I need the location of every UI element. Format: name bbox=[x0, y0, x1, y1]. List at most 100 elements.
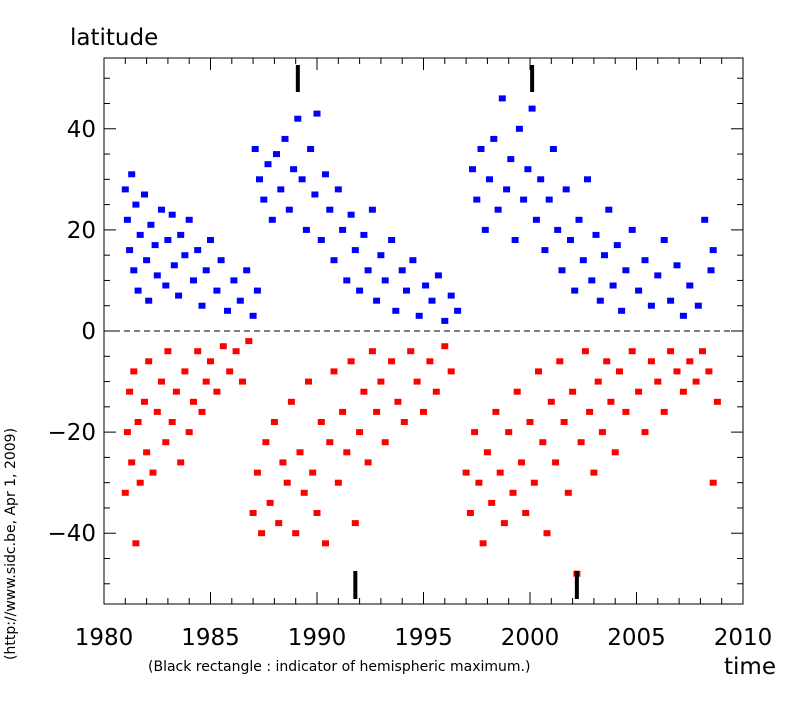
data-point-south-72 bbox=[441, 343, 449, 350]
data-point-south-37 bbox=[270, 419, 278, 425]
data-point-south-106 bbox=[598, 429, 606, 436]
data-point-north-43 bbox=[281, 135, 289, 142]
data-point-south-65 bbox=[394, 398, 402, 405]
data-point-south-16 bbox=[168, 419, 176, 425]
data-point-north-42 bbox=[277, 186, 285, 193]
data-point-south-41 bbox=[287, 398, 295, 405]
data-point-south-2 bbox=[126, 388, 134, 395]
data-point-south-95 bbox=[552, 459, 560, 466]
data-point-north-65 bbox=[373, 297, 381, 304]
data-point-north-53 bbox=[322, 171, 329, 178]
data-point-south-117 bbox=[660, 408, 668, 415]
data-point-south-57 bbox=[356, 429, 364, 436]
data-point-north-19 bbox=[175, 292, 183, 299]
data-point-north-76 bbox=[434, 272, 442, 279]
y-tick-label: 40 bbox=[67, 117, 96, 143]
data-point-north-45 bbox=[290, 166, 298, 173]
data-point-north-115 bbox=[618, 307, 626, 314]
data-point-north-89 bbox=[507, 156, 515, 163]
data-point-south-27 bbox=[219, 343, 227, 350]
x-tick-label: 2010 bbox=[714, 625, 773, 651]
data-point-north-1 bbox=[123, 216, 131, 223]
data-point-north-57 bbox=[339, 226, 347, 233]
data-point-north-125 bbox=[679, 312, 687, 319]
data-point-north-54 bbox=[326, 206, 334, 213]
data-point-south-104 bbox=[590, 469, 598, 476]
data-point-south-43 bbox=[296, 449, 304, 456]
data-point-south-118 bbox=[667, 348, 675, 355]
data-point-north-11 bbox=[147, 221, 155, 228]
y-axis: −40 −20 0 20 40 bbox=[47, 77, 743, 585]
x-tick-label: 1995 bbox=[394, 625, 453, 651]
data-point-north-41 bbox=[273, 151, 280, 158]
data-point-north-18 bbox=[170, 262, 178, 269]
data-point-south-50 bbox=[326, 439, 334, 446]
data-point-north-68 bbox=[388, 237, 396, 243]
data-point-north-127 bbox=[694, 302, 702, 309]
data-point-south-122 bbox=[692, 378, 700, 385]
data-point-south-20 bbox=[185, 429, 193, 436]
y-tick-label: 0 bbox=[81, 319, 96, 345]
data-point-north-85 bbox=[490, 135, 498, 142]
data-point-north-109 bbox=[592, 231, 600, 238]
data-point-north-6 bbox=[134, 287, 142, 294]
data-point-south-108 bbox=[607, 398, 615, 405]
data-point-north-124 bbox=[673, 262, 681, 269]
data-point-south-114 bbox=[641, 429, 649, 436]
data-point-north-75 bbox=[428, 297, 436, 304]
data-point-north-29 bbox=[217, 257, 225, 264]
data-point-north-35 bbox=[253, 287, 261, 294]
data-point-south-126 bbox=[713, 398, 721, 405]
data-point-south-5 bbox=[132, 540, 140, 547]
data-point-south-112 bbox=[628, 348, 636, 355]
data-point-south-83 bbox=[500, 520, 508, 527]
data-point-north-2 bbox=[126, 247, 134, 254]
data-point-south-113 bbox=[635, 388, 643, 395]
data-point-south-120 bbox=[679, 388, 687, 395]
data-point-north-121 bbox=[654, 272, 662, 279]
data-point-north-80 bbox=[469, 166, 476, 173]
data-point-north-126 bbox=[686, 282, 694, 289]
data-point-north-102 bbox=[562, 186, 570, 193]
data-point-south-67 bbox=[407, 348, 415, 355]
data-point-south-25 bbox=[207, 358, 214, 365]
data-point-south-40 bbox=[283, 479, 291, 486]
x-tick-label: 1985 bbox=[181, 625, 240, 651]
data-point-north-0 bbox=[121, 186, 129, 193]
data-point-north-24 bbox=[194, 247, 202, 254]
data-point-north-87 bbox=[498, 95, 506, 102]
data-point-north-33 bbox=[243, 267, 251, 274]
data-point-north-50 bbox=[311, 191, 319, 198]
data-point-north-71 bbox=[403, 287, 410, 294]
data-point-south-86 bbox=[513, 388, 521, 395]
data-point-north-21 bbox=[181, 252, 189, 259]
data-point-north-103 bbox=[567, 237, 574, 243]
data-point-north-67 bbox=[381, 277, 389, 284]
data-point-south-96 bbox=[556, 358, 564, 365]
data-point-north-28 bbox=[213, 287, 221, 294]
data-point-north-105 bbox=[575, 216, 583, 223]
data-point-south-9 bbox=[143, 449, 151, 456]
data-point-north-108 bbox=[588, 277, 596, 284]
data-point-south-92 bbox=[539, 439, 547, 446]
data-point-south-68 bbox=[413, 378, 421, 385]
data-point-north-72 bbox=[409, 257, 417, 264]
data-point-north-111 bbox=[601, 252, 608, 259]
data-point-south-11 bbox=[149, 469, 157, 476]
data-point-south-94 bbox=[547, 398, 555, 405]
data-point-south-119 bbox=[673, 368, 681, 375]
data-point-north-15 bbox=[162, 282, 170, 289]
data-point-south-123 bbox=[699, 348, 706, 355]
data-point-north-38 bbox=[260, 196, 268, 203]
data-point-north-66 bbox=[377, 252, 385, 259]
data-point-north-36 bbox=[251, 146, 259, 152]
data-point-north-96 bbox=[537, 176, 545, 183]
data-point-north-77 bbox=[441, 317, 449, 324]
data-point-north-56 bbox=[334, 186, 342, 193]
data-point-north-32 bbox=[236, 297, 244, 304]
data-point-south-18 bbox=[177, 459, 185, 466]
data-point-north-12 bbox=[151, 242, 159, 249]
data-point-south-53 bbox=[339, 408, 347, 415]
data-point-south-35 bbox=[262, 439, 270, 446]
data-point-north-44 bbox=[285, 206, 293, 213]
